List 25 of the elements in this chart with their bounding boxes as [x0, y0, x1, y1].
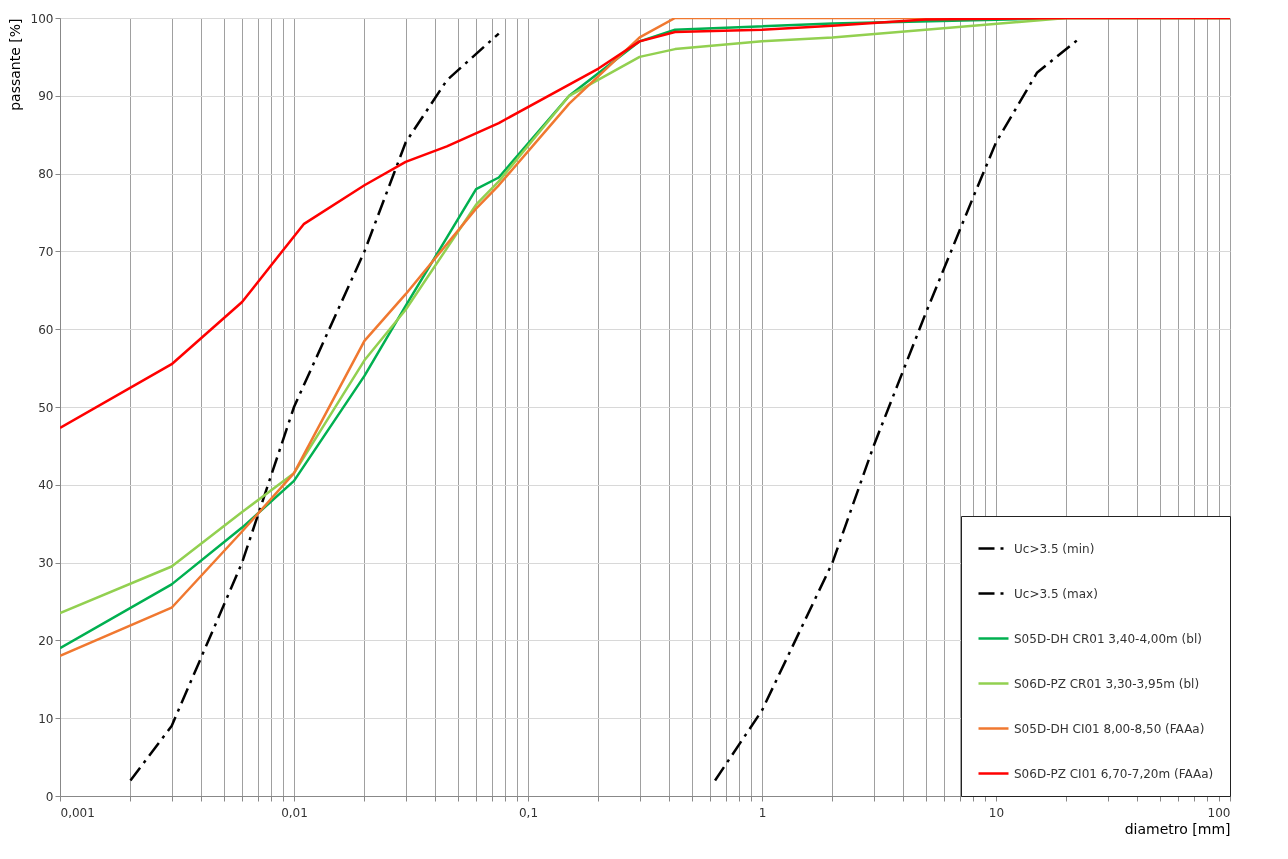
x-tick-label: 0,001 [60, 805, 95, 820]
y-tick-label: 70 [38, 244, 54, 259]
legend-label: S06D-PZ CR01 3,30-3,95m (bl) [1014, 676, 1200, 691]
x-tick-label: 100 [1207, 805, 1231, 820]
legend-label: Uc>3.5 (min) [1014, 541, 1095, 556]
y-tick-label: 90 [38, 89, 54, 104]
x-tick-label: 0,1 [518, 805, 539, 820]
y-tick-label: 50 [38, 400, 54, 415]
y-tick-label: 100 [30, 11, 54, 26]
x-tick-label: 10 [988, 805, 1005, 820]
legend-label: Uc>3.5 (max) [1014, 586, 1098, 601]
y-axis-title: passante [%] [6, 18, 23, 111]
legend-label: S06D-PZ CI01 6,70-7,20m (FAAa) [1014, 766, 1214, 781]
x-axis-title: diametro [mm] [1124, 820, 1231, 837]
legend-label: S05D-DH CI01 8,00-8,50 (FAAa) [1014, 721, 1205, 736]
y-tick-label: 0 [45, 789, 54, 804]
x-tick-label: 0,01 [281, 805, 308, 820]
legend-label: S05D-DH CR01 3,40-4,00m (bl) [1014, 631, 1202, 646]
x-tick-label: 1 [758, 805, 767, 820]
y-tick-label: 60 [38, 322, 54, 337]
y-tick-label: 40 [38, 478, 54, 493]
y-tick-label: 20 [38, 633, 54, 648]
y-tick-label: 80 [38, 167, 54, 182]
y-tick-label: 30 [38, 556, 54, 571]
y-tick-label: 10 [38, 711, 54, 726]
